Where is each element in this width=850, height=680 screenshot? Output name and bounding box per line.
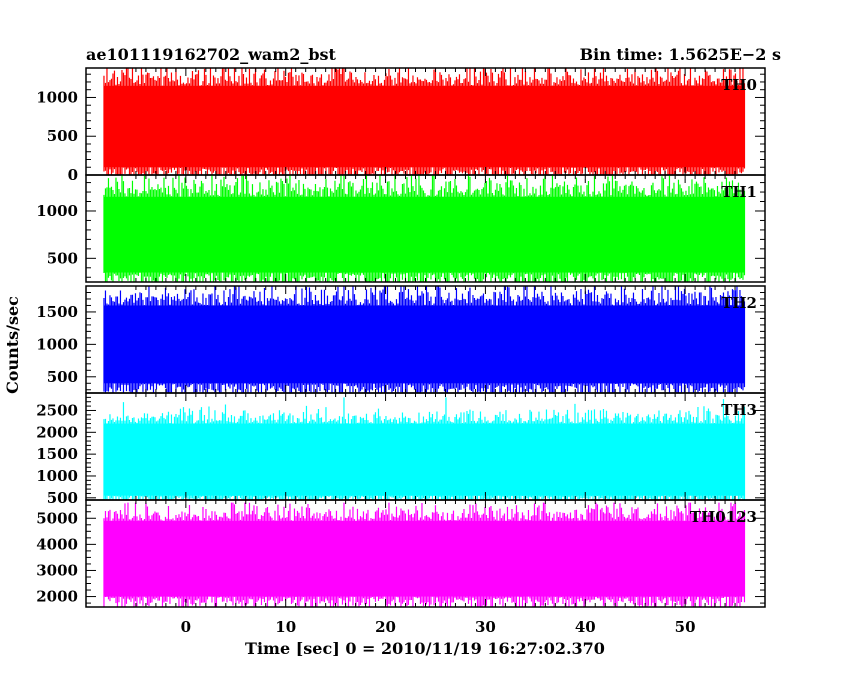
y-tick-label: 2000 bbox=[36, 588, 78, 606]
y-tick-label: 1500 bbox=[36, 303, 78, 321]
panel-th3: 500 1000 1500 2000 2500 TH3 bbox=[36, 392, 766, 507]
series-line-th3 bbox=[103, 397, 746, 500]
y-axis-label: Counts/sec bbox=[3, 296, 22, 394]
y-tick-label: 1000 bbox=[36, 335, 78, 353]
panel-label-th0: TH0 bbox=[721, 76, 757, 94]
series-line-th0123 bbox=[103, 502, 746, 607]
y-tick-label: 4000 bbox=[36, 535, 78, 553]
y-tick-label: 1000 bbox=[36, 202, 78, 220]
x-tick-label: 30 bbox=[475, 618, 496, 636]
series-th2 bbox=[103, 286, 746, 393]
series-th3 bbox=[103, 397, 746, 500]
y-tick-label: 1000 bbox=[36, 88, 78, 106]
series-line-th2 bbox=[103, 286, 746, 393]
panel-th0123: 2000 3000 4000 5000 TH0123 bbox=[36, 499, 766, 608]
series-line-th0 bbox=[103, 68, 746, 175]
y-tick-label: 5000 bbox=[36, 509, 78, 527]
y-tick-label: 2000 bbox=[36, 423, 78, 441]
x-tick-label: 20 bbox=[375, 618, 396, 636]
x-tick-labels: 0 10 20 30 40 50 bbox=[181, 618, 696, 636]
y-tick-label: 500 bbox=[47, 489, 78, 507]
panel-label-th2: TH2 bbox=[721, 294, 757, 312]
x-tick-label: 0 bbox=[181, 618, 191, 636]
y-tick-label: 0 bbox=[68, 166, 78, 184]
series-th0 bbox=[103, 68, 746, 175]
panel-label-th3: TH3 bbox=[721, 401, 757, 419]
series-line-th1 bbox=[103, 175, 746, 282]
series-th0123 bbox=[103, 502, 746, 607]
series-th1 bbox=[103, 175, 746, 282]
y-tick-label: 500 bbox=[47, 127, 78, 145]
y-tick-label: 2500 bbox=[36, 401, 78, 419]
panel-th0: 0 500 1000 TH0 bbox=[36, 67, 766, 184]
y-tick-label: 3000 bbox=[36, 561, 78, 579]
x-tick-label: 40 bbox=[575, 618, 596, 636]
x-tick-label: 10 bbox=[275, 618, 296, 636]
header-right-title: Bin time: 1.5625E−2 s bbox=[580, 45, 781, 64]
header-left-title: ae101119162702_wam2_bst bbox=[86, 45, 337, 64]
y-tick-label: 1000 bbox=[36, 467, 78, 485]
panel-th1: 500 1000 TH1 bbox=[36, 174, 766, 283]
y-tick-label: 500 bbox=[47, 368, 78, 386]
panel-label-th1: TH1 bbox=[721, 183, 757, 201]
panel-label-th0123: TH0123 bbox=[690, 508, 757, 526]
y-tick-label: 1500 bbox=[36, 445, 78, 463]
y-tick-label: 500 bbox=[47, 249, 78, 267]
x-tick-label: 50 bbox=[675, 618, 696, 636]
x-axis-label: Time [sec] 0 = 2010/11/19 16:27:02.370 bbox=[245, 639, 605, 658]
panel-th2: 500 1000 1500 TH2 bbox=[36, 285, 766, 394]
